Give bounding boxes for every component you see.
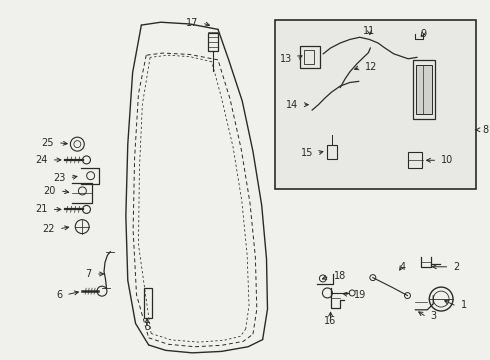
Text: 7: 7: [86, 269, 92, 279]
Text: 21: 21: [35, 204, 48, 215]
Text: 1: 1: [461, 300, 467, 310]
Bar: [327, 145, 337, 158]
Text: 24: 24: [35, 155, 48, 165]
Bar: [208, 33, 218, 51]
Text: 2: 2: [453, 262, 460, 272]
Bar: [304, 50, 314, 64]
Text: 9: 9: [420, 29, 427, 39]
Text: 13: 13: [280, 54, 293, 64]
Text: 17: 17: [186, 18, 198, 28]
Text: 18: 18: [334, 271, 346, 281]
Text: 15: 15: [301, 148, 313, 158]
Text: 25: 25: [42, 138, 54, 148]
Bar: [416, 65, 432, 114]
Text: 6: 6: [56, 290, 62, 300]
Text: 8: 8: [483, 125, 489, 135]
Bar: [413, 60, 435, 120]
Text: 10: 10: [441, 155, 453, 165]
Text: 14: 14: [286, 100, 298, 110]
Bar: [275, 21, 476, 189]
Text: 5: 5: [144, 322, 150, 332]
Bar: [144, 288, 152, 318]
Bar: [300, 46, 320, 68]
Text: 16: 16: [324, 316, 337, 326]
Text: 12: 12: [365, 62, 377, 72]
Text: 22: 22: [43, 224, 55, 234]
Text: 11: 11: [363, 26, 375, 36]
Bar: [408, 152, 422, 168]
Text: 4: 4: [399, 262, 405, 272]
Text: 19: 19: [354, 290, 366, 300]
Text: 3: 3: [431, 311, 437, 321]
Text: 20: 20: [44, 186, 56, 196]
Text: 23: 23: [53, 173, 66, 183]
